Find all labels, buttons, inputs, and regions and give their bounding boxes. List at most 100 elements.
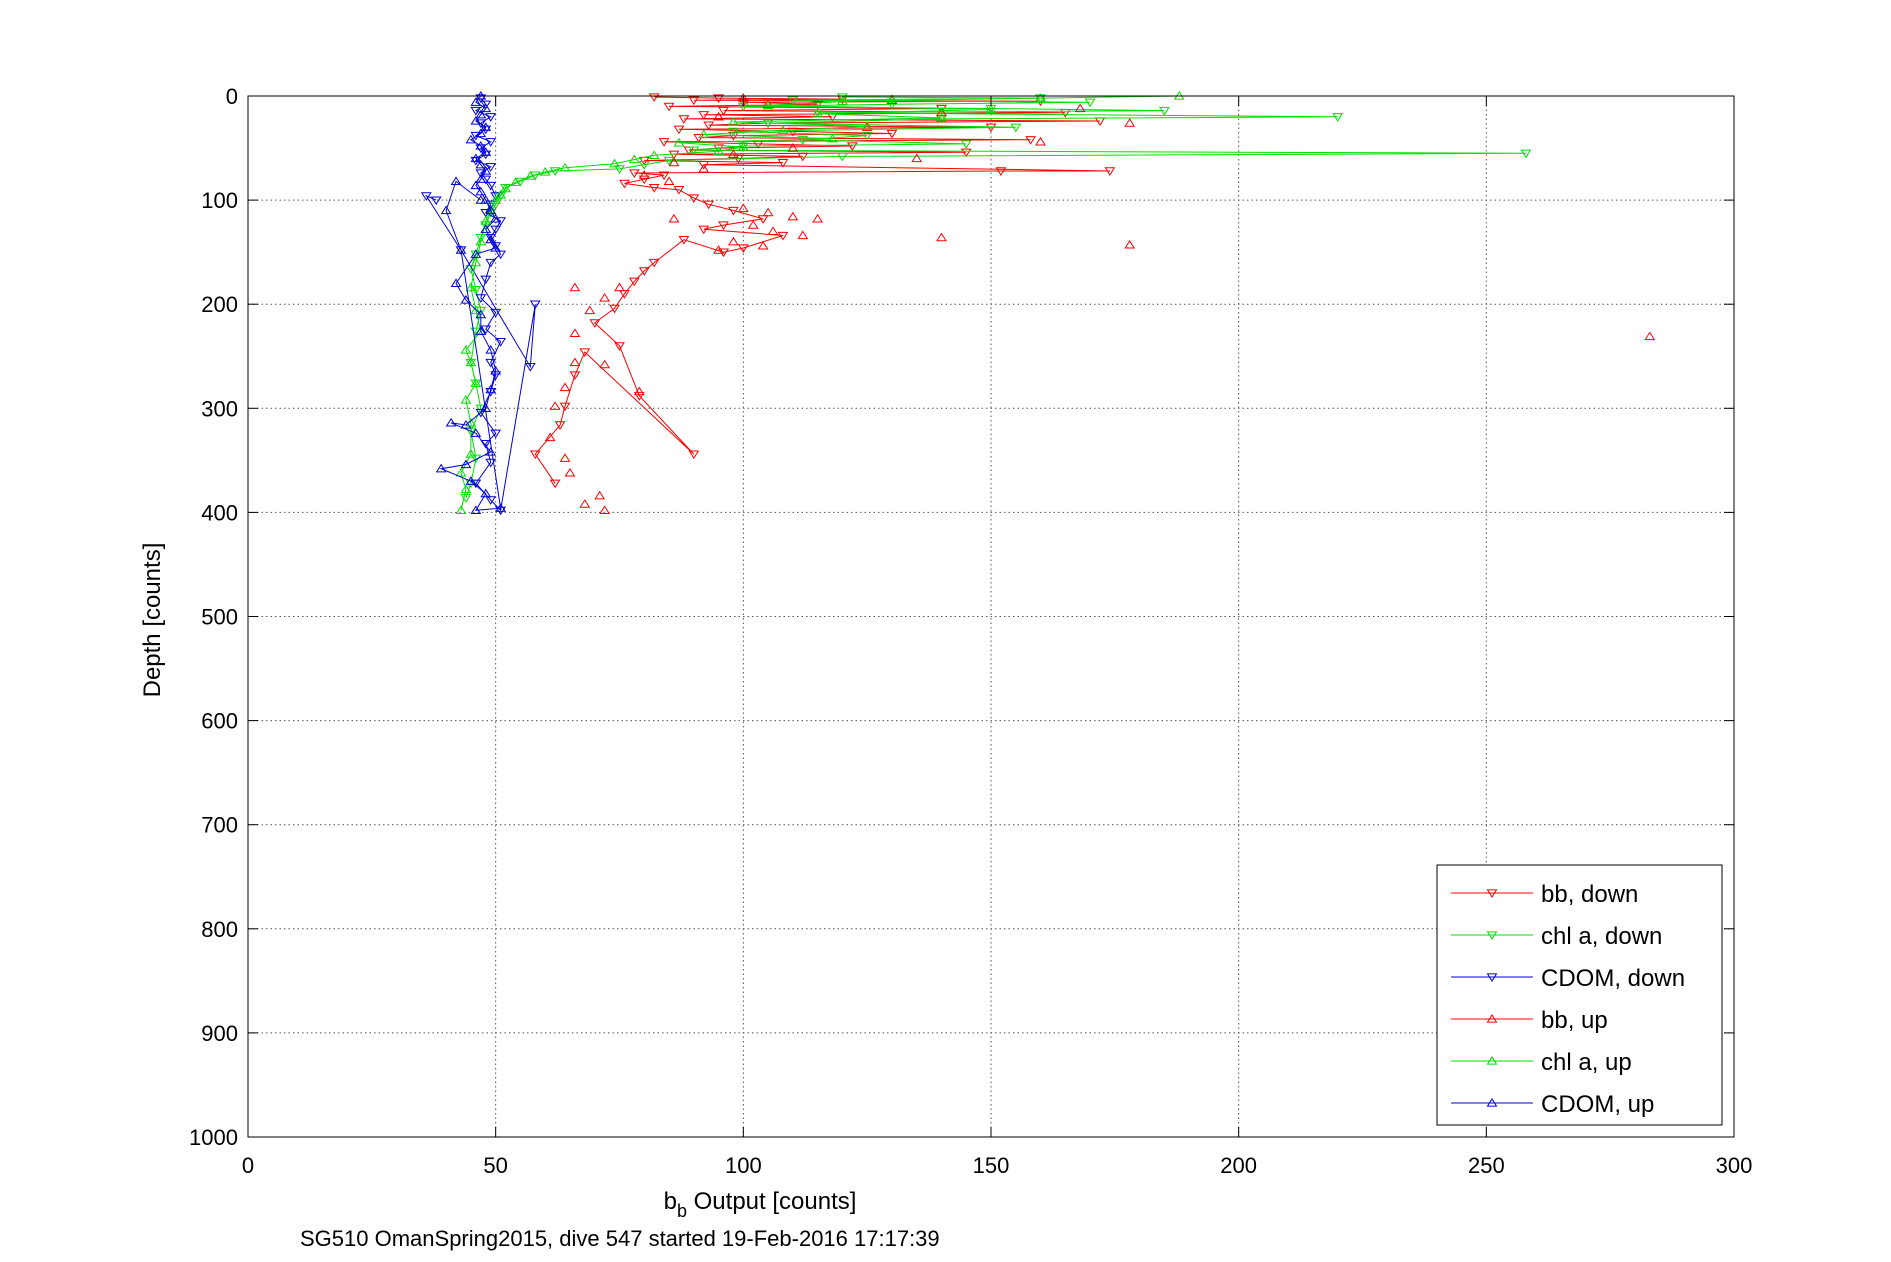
y-tick-label: 0	[226, 84, 238, 109]
data-point	[480, 165, 492, 175]
y-tick-label: 500	[201, 605, 238, 630]
data-point	[470, 97, 482, 106]
legend-label: chl a, down	[1541, 923, 1662, 950]
legend-marker	[1486, 889, 1498, 898]
data-point	[787, 211, 799, 221]
data-point	[886, 95, 898, 104]
data-point	[728, 149, 739, 158]
data-point	[460, 419, 472, 429]
data-point	[599, 505, 611, 514]
data-point	[777, 231, 789, 241]
data-point	[698, 225, 710, 235]
data-point	[836, 96, 848, 105]
data-point	[460, 394, 472, 404]
data-point	[688, 194, 700, 204]
data-point	[495, 217, 507, 226]
legend-marker	[1486, 1098, 1498, 1107]
data-point	[995, 167, 1007, 176]
data-point	[475, 233, 487, 243]
data-point	[500, 183, 511, 193]
legend-item: CDOM, down	[1451, 965, 1685, 992]
data-point	[836, 152, 848, 162]
data-point	[480, 100, 492, 110]
data-point	[663, 102, 675, 112]
x-tick-label: 250	[1468, 1153, 1505, 1178]
data-point	[569, 282, 581, 292]
data-point	[936, 107, 947, 117]
data-point	[559, 402, 571, 412]
data-point	[728, 117, 739, 126]
data-point	[480, 440, 492, 449]
data-point	[673, 137, 685, 147]
data-point	[470, 378, 482, 387]
data-point	[1520, 149, 1532, 159]
data-point	[485, 234, 497, 244]
data-point	[737, 142, 749, 151]
data-point	[698, 111, 710, 120]
data-point	[728, 127, 739, 137]
x-tick-label: 100	[725, 1153, 762, 1178]
data-point	[648, 183, 660, 193]
data-point	[718, 248, 729, 258]
data-point	[445, 417, 457, 427]
data-point	[886, 94, 898, 103]
data-point	[485, 447, 497, 456]
data-point	[430, 196, 442, 206]
data-point	[460, 484, 472, 494]
data-point	[475, 195, 487, 204]
data-point	[579, 348, 591, 358]
data-point	[475, 169, 487, 179]
data-point	[1104, 167, 1116, 176]
data-point	[663, 156, 675, 166]
data-point	[688, 146, 700, 156]
data-point	[609, 158, 620, 168]
legend: bb, down chl a, down CDOM, down bb, up chl a…	[1436, 864, 1723, 1126]
data-point	[584, 305, 596, 315]
legend-label: chl a, up	[1541, 1049, 1632, 1076]
data-point	[648, 150, 660, 159]
data-point	[718, 221, 729, 231]
data-point	[485, 258, 497, 268]
data-point	[960, 140, 972, 149]
x-tick-label: 150	[973, 1153, 1010, 1178]
data-point	[495, 338, 507, 347]
data-point	[470, 505, 482, 514]
data-point	[619, 179, 630, 189]
data-point	[490, 192, 502, 201]
data-point	[475, 159, 487, 169]
data-point	[703, 200, 715, 210]
data-point	[485, 458, 497, 468]
data-point	[435, 463, 447, 473]
legend-item: bb, up	[1451, 1007, 1608, 1034]
data-point	[529, 450, 541, 460]
data-point	[529, 300, 541, 310]
data-point	[713, 94, 724, 104]
data-point	[475, 186, 487, 196]
chart-caption: SG510 OmanSpring2015, dive 547 started 1…	[300, 1226, 940, 1251]
data-point	[485, 163, 497, 172]
data-point	[465, 449, 477, 458]
data-point	[470, 285, 482, 295]
data-point	[638, 161, 650, 170]
data-point	[846, 142, 858, 151]
data-point	[480, 150, 492, 160]
data-point	[564, 467, 576, 477]
data-point	[524, 363, 536, 372]
legend-marker	[1486, 1056, 1498, 1065]
data-point	[668, 213, 680, 223]
data-point	[485, 233, 497, 243]
data-point	[1158, 106, 1170, 116]
data-point	[549, 479, 561, 489]
data-point	[490, 225, 502, 235]
series-cdom-up	[435, 91, 507, 514]
data-point	[1332, 113, 1344, 122]
data-point	[718, 106, 729, 116]
data-point	[579, 499, 591, 508]
data-point	[787, 96, 799, 106]
x-tick-label: 0	[242, 1153, 254, 1178]
data-point	[485, 181, 497, 191]
data-point	[490, 242, 502, 252]
data-point	[698, 129, 710, 139]
data-point	[985, 104, 997, 114]
